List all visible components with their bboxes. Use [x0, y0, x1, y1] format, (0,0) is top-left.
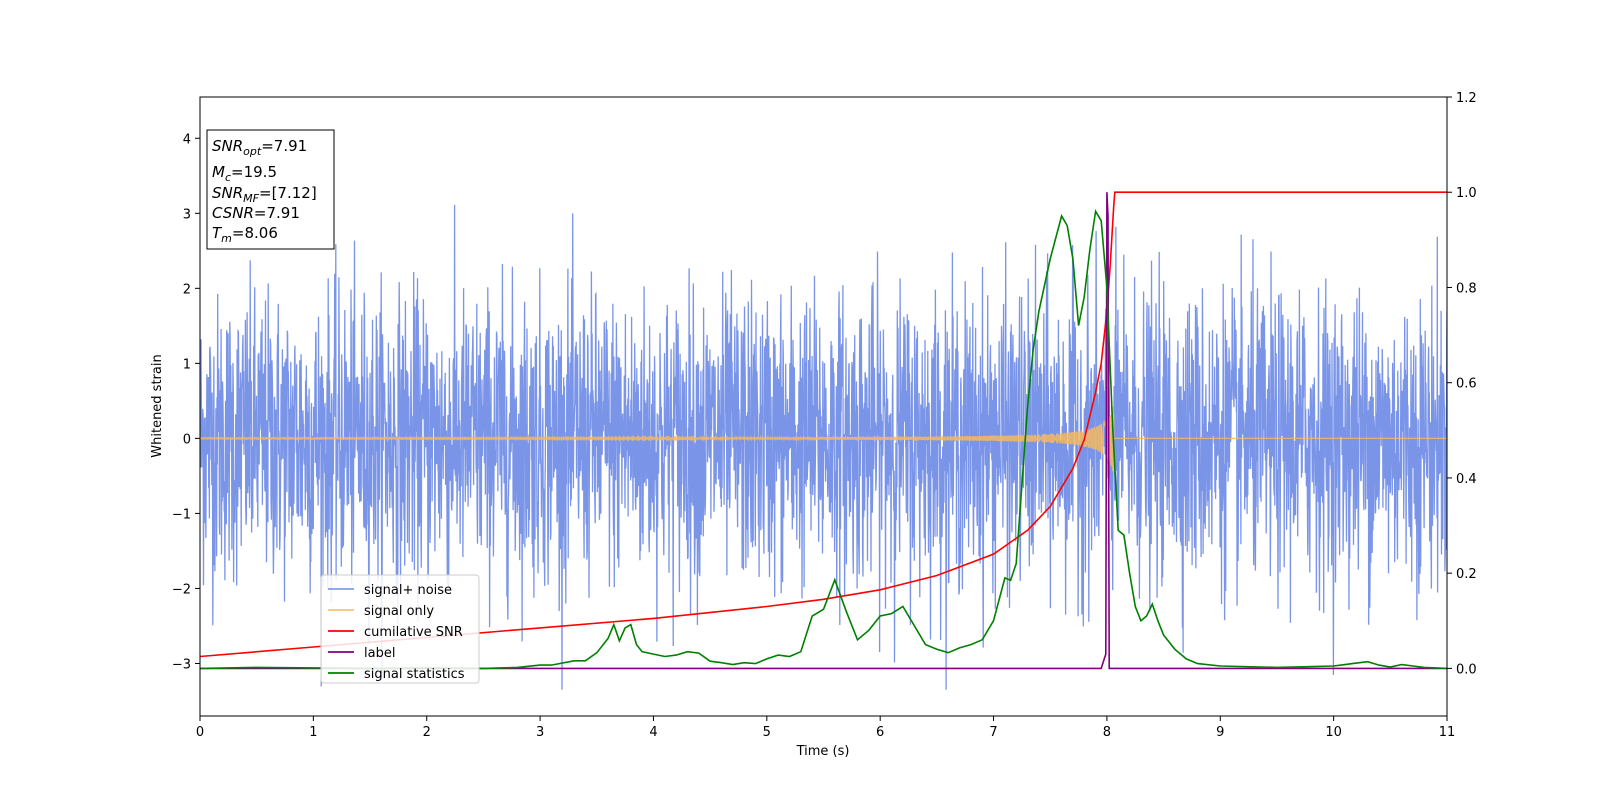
y-axis-left: −3 −2 −1 0 1 2 3 4: [172, 132, 200, 672]
y2-tick-label: 0.4: [1456, 472, 1477, 487]
y2-tick-label: 0.0: [1456, 662, 1477, 677]
legend: signal+ noise signal only cumilative SNR la…: [320, 574, 480, 684]
x-tick-label: 7: [989, 725, 997, 740]
y2-tick-label: 0.8: [1456, 281, 1477, 296]
info-csnr: CSNR=7.91: [212, 204, 300, 222]
series-label: [200, 192, 1447, 670]
y-tick-label: −3: [172, 657, 191, 672]
y-tick-label: 4: [183, 132, 191, 147]
x-tick-label: 9: [1216, 725, 1224, 740]
x-tick-label: 8: [1103, 725, 1111, 740]
plot-frame: [199, 96, 1448, 717]
info-tm: Tm=8.06: [212, 224, 278, 245]
info-snr-opt: SNRopt=7.91: [212, 137, 307, 158]
legend-label: signal+ noise: [364, 583, 452, 598]
x-tick-label: 10: [1325, 725, 1342, 740]
x-tick-label: 6: [876, 725, 884, 740]
info-mc: Mc=19.5: [212, 163, 277, 184]
x-tick-label: 11: [1439, 725, 1456, 740]
x-tick-label: 2: [423, 725, 431, 740]
legend-item: signal only: [328, 604, 434, 619]
y-tick-label: −1: [172, 507, 191, 522]
x-tick-label: 4: [649, 725, 657, 740]
info-box-frame: [206, 129, 335, 250]
series-signal-noise: [200, 204, 1447, 690]
info-box: SNRopt=7.91 Mc=19.5 SNRMF=[7.12] CSNR=7.…: [206, 129, 335, 250]
y-tick-label: 2: [183, 282, 191, 297]
info-snr-mf: SNRMF=[7.12]: [212, 184, 317, 205]
legend-item: signal statistics: [328, 667, 465, 682]
legend-label: signal only: [364, 604, 434, 619]
y-tick-label: 3: [183, 207, 191, 222]
y-axis-label: Whitened strain: [150, 354, 165, 457]
legend-item: label: [328, 646, 395, 661]
x-tick-label: 0: [196, 725, 204, 740]
series-signal-only: [200, 407, 1447, 472]
y2-tick-label: 1.2: [1456, 91, 1477, 106]
x-tick-label: 3: [536, 725, 544, 740]
y-tick-label: 0: [183, 432, 191, 447]
legend-frame: [320, 574, 480, 684]
legend-item: signal+ noise: [328, 583, 452, 598]
y-axis-right: 0.0 0.2 0.4 0.6 0.8 1.0 1.2: [1447, 91, 1477, 677]
y-tick-label: −2: [172, 582, 191, 597]
series-signal-statistics: [200, 208, 1447, 670]
x-tick-label: 5: [763, 725, 771, 740]
plot-area: [200, 191, 1447, 690]
y-tick-label: 1: [183, 357, 191, 372]
y2-tick-label: 1.0: [1456, 186, 1477, 201]
legend-item: cumilative SNR: [328, 625, 463, 640]
legend-label: signal statistics: [364, 667, 465, 682]
y2-tick-label: 0.6: [1456, 377, 1477, 392]
series-cumulative-snr: [200, 191, 1447, 658]
legend-label: label: [364, 646, 395, 661]
x-axis: 0 1 2 3 4 5 6 7 8 9 10 11: [196, 716, 1455, 740]
legend-label: cumilative SNR: [364, 625, 463, 640]
x-axis-label: Time (s): [796, 744, 850, 759]
x-tick-label: 1: [309, 725, 317, 740]
y2-tick-label: 0.2: [1456, 567, 1477, 582]
